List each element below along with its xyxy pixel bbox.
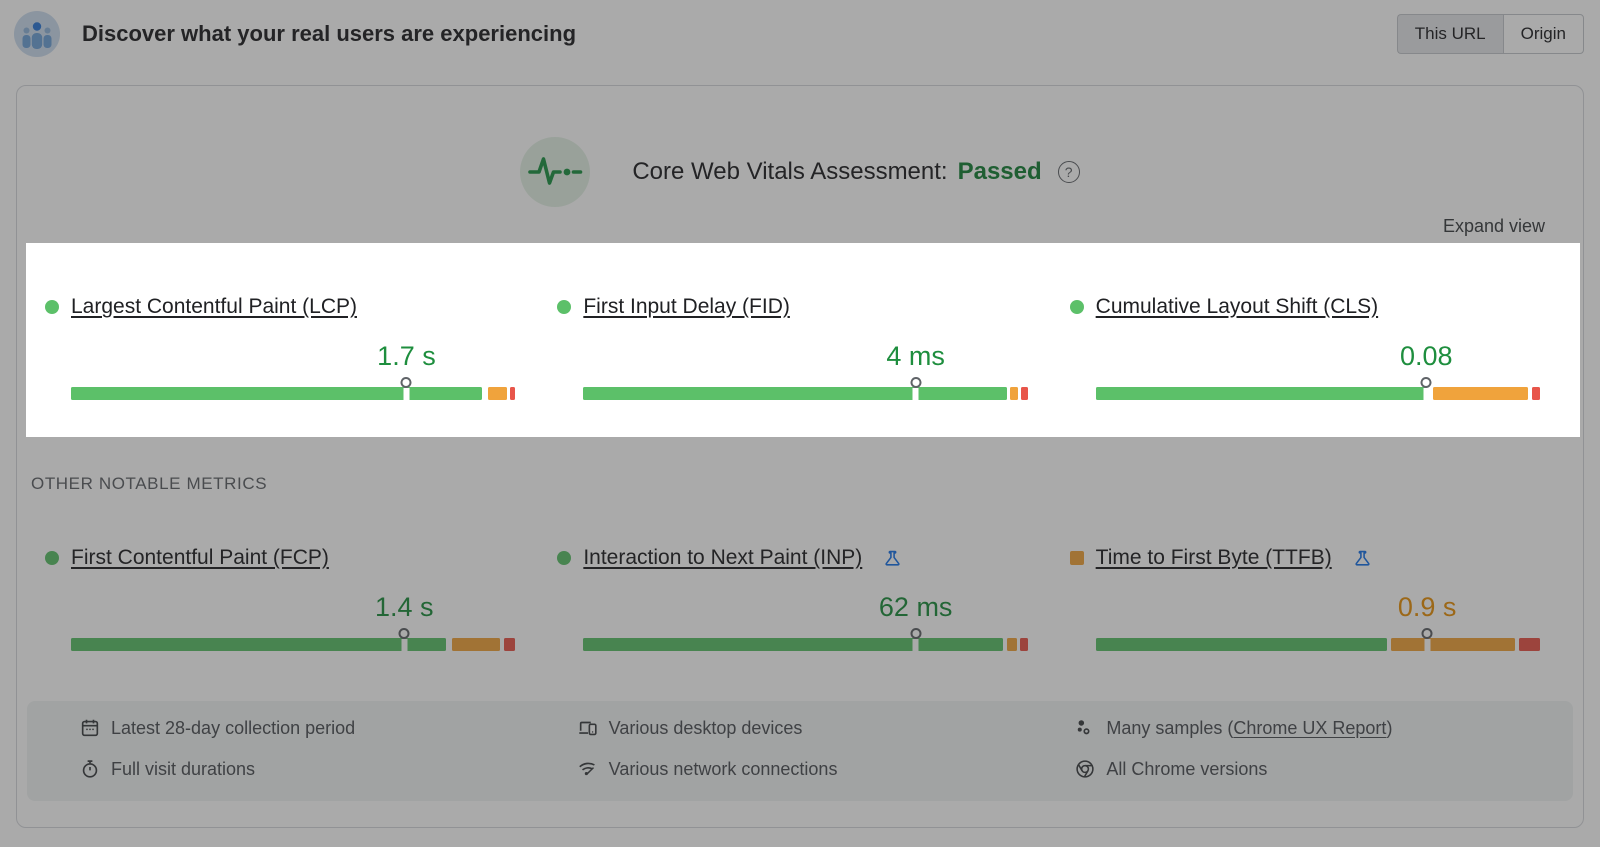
status-dot-icon xyxy=(557,551,572,565)
devices-row: Various desktop devices xyxy=(577,714,1033,742)
fid-value: 4 ms xyxy=(886,341,945,371)
inp-distribution-bar: 62 ms xyxy=(583,592,1028,651)
chrome-versions-row: All Chrome versions xyxy=(1074,755,1530,783)
other-notable-metrics-label: OTHER NOTABLE METRICS xyxy=(31,474,268,493)
metric-cls: Cumulative Layout Shift (CLS) 0.08 xyxy=(1069,292,1540,438)
footer-text: Latest 28-day collection period xyxy=(111,717,356,738)
devices-icon xyxy=(577,717,599,739)
page-title: Discover what your real users are experi… xyxy=(82,21,577,46)
cwv-assessment-header: Core Web Vitals Assessment: Passed ? xyxy=(17,86,1583,244)
lcp-link[interactable]: Largest Contentful Paint (LCP) xyxy=(71,295,357,318)
collection-info-footer: Latest 28-day collection period Full vis… xyxy=(27,701,1573,801)
lcp-distribution-bar: 1.7 s xyxy=(71,341,516,400)
chrome-ux-report-link[interactable]: Chrome UX Report xyxy=(1233,717,1387,738)
cls-link[interactable]: Cumulative Layout Shift (CLS) xyxy=(1095,295,1379,318)
other-metrics-row: First Contentful Paint (FCP) 1.4 s Inter… xyxy=(17,493,1583,687)
this-url-button[interactable]: This URL xyxy=(1396,14,1503,54)
footer-column: Various desktop devices Various network … xyxy=(577,714,1033,801)
chrome-icon xyxy=(1074,758,1096,780)
experimental-flask-icon[interactable] xyxy=(883,549,902,568)
field-data-users-icon xyxy=(14,11,60,57)
pulse-icon xyxy=(520,137,591,207)
ttfb-link[interactable]: Time to First Byte (TTFB) xyxy=(1095,546,1332,569)
fcp-link[interactable]: First Contentful Paint (FCP) xyxy=(71,546,329,569)
samples-row: Many samples (Chrome UX Report) xyxy=(1074,714,1530,742)
footer-text: Full visit durations xyxy=(111,758,256,779)
fid-distribution-bar: 4 ms xyxy=(583,341,1028,400)
status-dot-icon xyxy=(557,300,572,314)
page-header: Discover what your real users are experi… xyxy=(0,0,1600,68)
ttfb-value: 0.9 s xyxy=(1397,592,1457,622)
metric-fcp: First Contentful Paint (FCP) 1.4 s xyxy=(45,543,516,687)
metric-lcp: Largest Contentful Paint (LCP) 1.7 s xyxy=(45,292,516,438)
metric-fid: First Input Delay (FID) 4 ms xyxy=(557,292,1028,438)
fcp-value: 1.4 s xyxy=(374,592,434,622)
network-row: Various network connections xyxy=(577,755,1033,783)
origin-button[interactable]: Origin xyxy=(1502,14,1584,54)
fid-link[interactable]: First Input Delay (FID) xyxy=(583,295,790,318)
footer-text: Many samples (Chrome UX Report) xyxy=(1106,717,1393,738)
core-web-vitals-row: Largest Contentful Paint (LCP) 1.7 s Fir… xyxy=(17,244,1583,438)
cwv-assessment-label: Core Web Vitals Assessment: xyxy=(632,158,948,185)
cls-value: 0.08 xyxy=(1399,341,1453,371)
metric-ttfb: Time to First Byte (TTFB) 0.9 s xyxy=(1069,543,1540,687)
ttfb-distribution-bar: 0.9 s xyxy=(1095,592,1540,651)
footer-column: Many samples (Chrome UX Report) All Chro… xyxy=(1074,714,1530,801)
footer-text: Various desktop devices xyxy=(608,717,803,738)
fcp-distribution-bar: 1.4 s xyxy=(71,592,516,651)
lcp-value: 1.7 s xyxy=(377,341,436,371)
cls-distribution-bar: 0.08 xyxy=(1095,341,1540,400)
status-square-icon xyxy=(1069,551,1084,565)
p75-marker xyxy=(1421,628,1433,651)
footer-text: All Chrome versions xyxy=(1106,758,1268,779)
status-dot-icon xyxy=(1069,300,1084,314)
p75-marker xyxy=(1420,377,1432,400)
p75-marker xyxy=(910,628,922,651)
inp-value: 62 ms xyxy=(878,592,953,622)
url-origin-toggle: This URL Origin xyxy=(1396,14,1584,54)
inp-link[interactable]: Interaction to Next Paint (INP) xyxy=(583,546,863,569)
stopwatch-icon xyxy=(79,758,101,780)
collection-period-row: Latest 28-day collection period xyxy=(79,714,535,742)
cwv-assessment-status: Passed xyxy=(957,158,1042,185)
calendar-icon xyxy=(79,717,101,739)
metric-inp: Interaction to Next Paint (INP) 62 ms xyxy=(557,543,1028,687)
status-dot-icon xyxy=(45,551,59,565)
status-dot-icon xyxy=(45,300,59,314)
footer-text: Various network connections xyxy=(608,758,838,779)
p75-marker xyxy=(400,377,412,400)
field-data-card: Core Web Vitals Assessment: Passed ? Exp… xyxy=(16,85,1584,828)
p75-marker xyxy=(398,628,410,651)
p75-marker xyxy=(910,377,922,400)
samples-icon xyxy=(1074,717,1096,739)
help-icon[interactable]: ? xyxy=(1057,161,1080,183)
cwv-assessment-text: Core Web Vitals Assessment: Passed ? xyxy=(632,158,1080,186)
expand-view-link[interactable]: Expand view xyxy=(1442,216,1545,236)
visit-durations-row: Full visit durations xyxy=(79,755,535,783)
network-icon xyxy=(577,758,599,780)
experimental-flask-icon[interactable] xyxy=(1353,549,1372,568)
footer-column: Latest 28-day collection period Full vis… xyxy=(79,714,535,801)
